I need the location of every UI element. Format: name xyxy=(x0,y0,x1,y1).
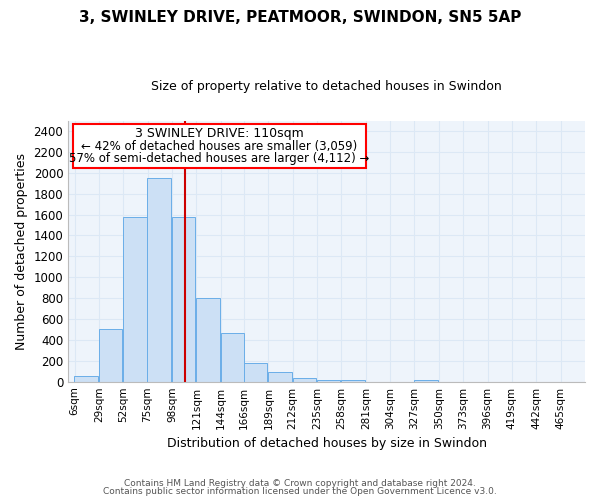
Bar xyxy=(244,364,268,382)
Text: Contains public sector information licensed under the Open Government Licence v3: Contains public sector information licen… xyxy=(103,487,497,496)
Text: ← 42% of detached houses are smaller (3,059): ← 42% of detached houses are smaller (3,… xyxy=(82,140,358,152)
Bar xyxy=(415,380,438,382)
Bar xyxy=(74,376,98,382)
Title: Size of property relative to detached houses in Swindon: Size of property relative to detached ho… xyxy=(151,80,502,93)
Text: Contains HM Land Registry data © Crown copyright and database right 2024.: Contains HM Land Registry data © Crown c… xyxy=(124,478,476,488)
Bar xyxy=(268,372,292,382)
Bar xyxy=(172,216,196,382)
Bar xyxy=(196,298,220,382)
Bar xyxy=(123,216,146,382)
Y-axis label: Number of detached properties: Number of detached properties xyxy=(15,152,28,350)
Text: 57% of semi-detached houses are larger (4,112) →: 57% of semi-detached houses are larger (… xyxy=(70,152,370,165)
Text: 3, SWINLEY DRIVE, PEATMOOR, SWINDON, SN5 5AP: 3, SWINLEY DRIVE, PEATMOOR, SWINDON, SN5… xyxy=(79,10,521,25)
Bar xyxy=(317,380,340,382)
Text: 3 SWINLEY DRIVE: 110sqm: 3 SWINLEY DRIVE: 110sqm xyxy=(135,127,304,140)
X-axis label: Distribution of detached houses by size in Swindon: Distribution of detached houses by size … xyxy=(167,437,487,450)
Bar xyxy=(221,332,244,382)
Bar xyxy=(148,178,171,382)
Bar xyxy=(341,380,365,382)
Bar xyxy=(99,330,122,382)
Bar xyxy=(293,378,316,382)
